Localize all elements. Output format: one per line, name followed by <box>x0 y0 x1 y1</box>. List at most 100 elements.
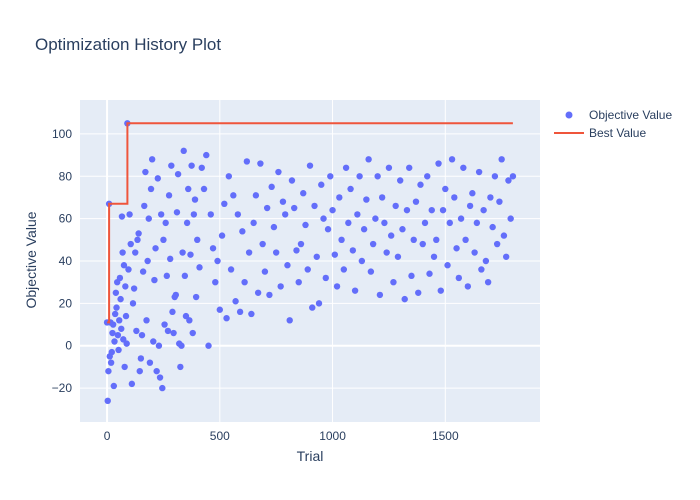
objective-value-point[interactable] <box>469 190 476 197</box>
objective-value-point[interactable] <box>419 240 426 248</box>
objective-value-point[interactable] <box>221 200 228 208</box>
objective-value-point[interactable] <box>394 253 402 260</box>
objective-value-point[interactable] <box>187 251 194 258</box>
objective-value-point[interactable] <box>318 181 325 188</box>
objective-value-point[interactable] <box>360 226 368 233</box>
objective-value-point[interactable] <box>288 177 296 184</box>
objective-value-point[interactable] <box>147 185 155 193</box>
objective-value-point[interactable] <box>448 156 456 163</box>
objective-value-point[interactable] <box>241 278 248 286</box>
objective-value-point[interactable] <box>165 192 173 199</box>
objective-value-point[interactable] <box>304 266 311 273</box>
objective-value-point[interactable] <box>104 397 111 405</box>
objective-value-point[interactable] <box>466 202 474 210</box>
objective-value-point[interactable] <box>430 253 438 260</box>
objective-value-point[interactable] <box>230 192 237 199</box>
objective-value-point[interactable] <box>118 325 125 332</box>
objective-value-point[interactable] <box>159 384 166 392</box>
objective-value-point[interactable] <box>329 206 336 214</box>
best-value-line[interactable] <box>107 122 513 324</box>
objective-value-point[interactable] <box>150 338 157 345</box>
objective-value-point[interactable] <box>112 289 120 296</box>
objective-value-point[interactable] <box>354 211 361 218</box>
objective-value-point[interactable] <box>322 274 329 282</box>
objective-value-point[interactable] <box>500 232 508 239</box>
objective-value-point[interactable] <box>162 219 169 227</box>
objective-value-point[interactable] <box>132 249 139 256</box>
objective-value-point[interactable] <box>123 340 130 347</box>
objective-value-point[interactable] <box>257 160 264 167</box>
objective-value-point[interactable] <box>225 173 233 180</box>
objective-value-point[interactable] <box>185 185 192 193</box>
objective-value-point[interactable] <box>349 247 357 254</box>
objective-value-point[interactable] <box>160 236 167 244</box>
objective-value-point[interactable] <box>347 185 354 193</box>
objective-value-point[interactable] <box>266 291 273 299</box>
objective-value-point[interactable] <box>444 262 451 269</box>
objective-value-point[interactable] <box>143 317 150 324</box>
objective-value-point[interactable] <box>297 240 305 248</box>
objective-value-point[interactable] <box>136 367 143 375</box>
objective-value-point[interactable] <box>417 181 424 188</box>
objective-value-point[interactable] <box>507 215 514 222</box>
objective-value-point[interactable] <box>121 363 128 371</box>
objective-value-point[interactable] <box>142 168 149 176</box>
objective-value-point[interactable] <box>154 175 161 182</box>
objective-value-point[interactable] <box>250 219 257 227</box>
objective-value-point[interactable] <box>146 359 154 366</box>
objective-value-point[interactable] <box>109 329 116 337</box>
legend-item-best-value[interactable]: Best Value <box>554 126 646 140</box>
objective-value-point[interactable] <box>333 283 341 290</box>
objective-value-point[interactable] <box>356 173 363 180</box>
objective-value-point[interactable] <box>188 162 195 169</box>
objective-value-point[interactable] <box>170 329 177 337</box>
objective-value-point[interactable] <box>194 236 201 244</box>
objective-value-point[interactable] <box>161 321 168 328</box>
objective-value-point[interactable] <box>473 219 481 227</box>
objective-value-point[interactable] <box>390 278 397 286</box>
objective-value-point[interactable] <box>174 170 182 178</box>
objective-value-point[interactable] <box>137 355 145 362</box>
objective-value-point[interactable] <box>114 331 122 339</box>
objective-value-point[interactable] <box>128 380 136 388</box>
objective-value-point[interactable] <box>203 151 210 159</box>
objective-value-point[interactable] <box>163 272 171 280</box>
objective-value-point[interactable] <box>198 164 205 171</box>
objective-value-point[interactable] <box>125 266 132 273</box>
objective-value-point[interactable] <box>453 245 460 252</box>
objective-value-point[interactable] <box>324 226 332 233</box>
objective-value-point[interactable] <box>286 317 293 324</box>
objective-value-point[interactable] <box>169 308 176 316</box>
objective-value-point[interactable] <box>144 257 151 265</box>
objective-value-point[interactable] <box>437 287 444 294</box>
objective-value-point[interactable] <box>115 346 122 354</box>
legend-item-objective-value[interactable]: Objective Value <box>565 108 673 122</box>
objective-value-point[interactable] <box>263 204 271 212</box>
objective-value-point[interactable] <box>272 249 280 256</box>
objective-value-point[interactable] <box>424 173 431 180</box>
objective-value-point[interactable] <box>338 236 345 244</box>
objective-value-point[interactable] <box>214 257 221 265</box>
objective-value-point[interactable] <box>275 168 282 176</box>
objective-value-point[interactable] <box>475 168 483 176</box>
objective-value-point[interactable] <box>410 236 417 244</box>
objective-value-point[interactable] <box>126 211 133 218</box>
objective-value-point[interactable] <box>122 312 130 320</box>
objective-value-point[interactable] <box>173 209 181 216</box>
objective-value-point[interactable] <box>505 177 512 184</box>
objective-value-point[interactable] <box>107 359 115 366</box>
objective-value-point[interactable] <box>336 194 343 201</box>
objective-value-point[interactable] <box>157 211 165 218</box>
objective-value-point[interactable] <box>108 348 115 356</box>
objective-value-point[interactable] <box>378 194 386 201</box>
objective-value-point[interactable] <box>191 196 199 203</box>
objective-value-point[interactable] <box>367 268 375 275</box>
objective-value-point[interactable] <box>122 283 129 290</box>
objective-value-point[interactable] <box>435 160 442 167</box>
objective-value-point[interactable] <box>261 268 269 275</box>
objective-value-point[interactable] <box>446 219 454 227</box>
objective-value-point[interactable] <box>342 164 350 171</box>
objective-value-point[interactable] <box>351 287 359 294</box>
objective-value-point[interactable] <box>179 249 186 256</box>
objective-value-point[interactable] <box>369 240 377 248</box>
